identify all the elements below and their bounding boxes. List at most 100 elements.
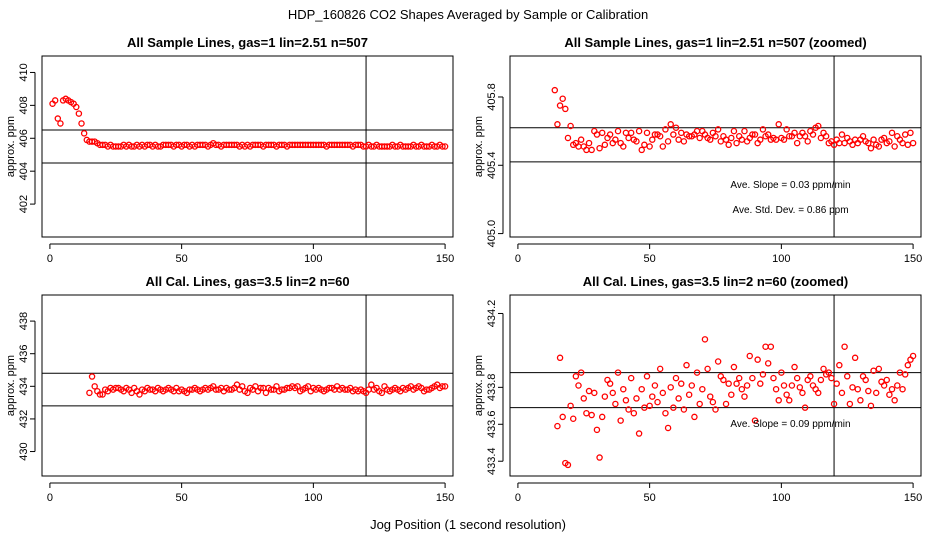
data-point — [680, 138, 688, 145]
data-point — [757, 136, 764, 143]
data-point — [764, 131, 772, 138]
data-point — [751, 131, 759, 138]
y-axis-label: approx. ppm — [5, 355, 17, 416]
data-point — [899, 385, 906, 393]
data-point — [441, 383, 449, 390]
data-point — [859, 133, 867, 140]
x-tick-label: 100 — [772, 253, 790, 265]
data-point — [641, 141, 648, 149]
data-point — [598, 413, 606, 421]
data-point — [649, 393, 656, 400]
data-point — [693, 369, 701, 376]
data-point — [843, 373, 851, 380]
data-point — [580, 395, 588, 402]
data-point — [817, 134, 825, 142]
panel-title: All Cal. Lines, gas=3.5 lin=2 n=60 (zoom… — [583, 274, 849, 289]
data-point — [888, 129, 896, 137]
data-point — [649, 136, 656, 143]
data-point — [583, 409, 590, 417]
data-point — [73, 103, 80, 111]
data-point — [875, 143, 883, 150]
data-point — [643, 129, 651, 137]
data-point — [609, 389, 617, 397]
x-tick-label: 0 — [515, 253, 521, 265]
data-point — [725, 380, 732, 387]
data-point — [886, 391, 893, 398]
data-point — [738, 385, 746, 393]
data-point — [556, 354, 564, 362]
data-point — [849, 384, 856, 391]
data-point — [786, 133, 793, 140]
data-point — [749, 374, 756, 382]
plot-frame — [509, 294, 922, 477]
data-point — [791, 129, 798, 137]
data-point — [606, 380, 614, 387]
data-point — [815, 389, 822, 397]
data-point — [267, 386, 275, 393]
data-point — [601, 393, 609, 400]
data-point — [735, 374, 743, 382]
data-point — [378, 389, 386, 397]
data-point — [564, 134, 572, 142]
y-tick-label: 436 — [18, 345, 30, 363]
data-point — [78, 120, 85, 127]
data-point — [559, 413, 566, 421]
data-point — [612, 136, 619, 143]
x-tick-label: 150 — [904, 492, 922, 504]
data-point — [588, 411, 595, 419]
y-tick-label: 438 — [18, 312, 30, 330]
data-point — [667, 384, 674, 391]
data-point — [262, 389, 270, 397]
data-point — [86, 389, 93, 397]
y-tick-label: 434 — [18, 377, 30, 395]
data-point — [828, 374, 835, 382]
data-point — [846, 400, 854, 408]
data-point — [751, 417, 759, 424]
data-point — [136, 391, 143, 398]
data-point — [696, 134, 703, 142]
panel-title: All Sample Lines, gas=1 lin=2.51 n=507 (… — [564, 35, 866, 50]
data-point — [688, 382, 696, 389]
data-point — [585, 139, 593, 147]
data-point — [796, 384, 804, 391]
data-point — [627, 374, 635, 382]
data-point — [717, 138, 725, 145]
data-point — [643, 373, 651, 380]
data-point — [780, 382, 788, 389]
data-point — [709, 398, 717, 406]
data-point — [799, 389, 806, 397]
data-point — [656, 133, 664, 140]
data-point — [273, 383, 280, 390]
x-tick-label: 100 — [772, 492, 790, 504]
data-point — [617, 417, 624, 424]
data-point — [793, 139, 801, 147]
data-point — [867, 144, 875, 152]
data-point — [612, 400, 619, 408]
data-point — [54, 115, 62, 122]
data-point — [439, 383, 446, 390]
data-point — [901, 371, 909, 378]
panel-title: All Sample Lines, gas=1 lin=2.51 n=507 — [127, 35, 368, 50]
data-point — [96, 391, 104, 398]
data-point — [51, 97, 59, 104]
data-point — [638, 146, 645, 154]
data-point — [870, 136, 877, 143]
figure-xlabel: Jog Position (1 second resolution) — [370, 517, 566, 532]
data-point — [894, 382, 901, 389]
data-point — [662, 409, 669, 417]
data-point — [804, 138, 811, 145]
data-point — [841, 343, 848, 350]
data-point — [712, 406, 719, 413]
data-point — [554, 121, 561, 128]
data-point — [667, 121, 674, 128]
data-point — [759, 126, 767, 133]
panel-sample-lines: All Sample Lines, gas=1 lin=2.51 n=507 ap… — [5, 35, 454, 265]
data-point — [880, 382, 888, 389]
data-point — [822, 133, 830, 140]
x-tick-label: 0 — [47, 492, 53, 504]
data-point — [635, 127, 643, 135]
data-point — [762, 343, 769, 350]
data-point — [770, 374, 777, 382]
data-point — [838, 389, 846, 397]
data-point — [244, 389, 251, 397]
